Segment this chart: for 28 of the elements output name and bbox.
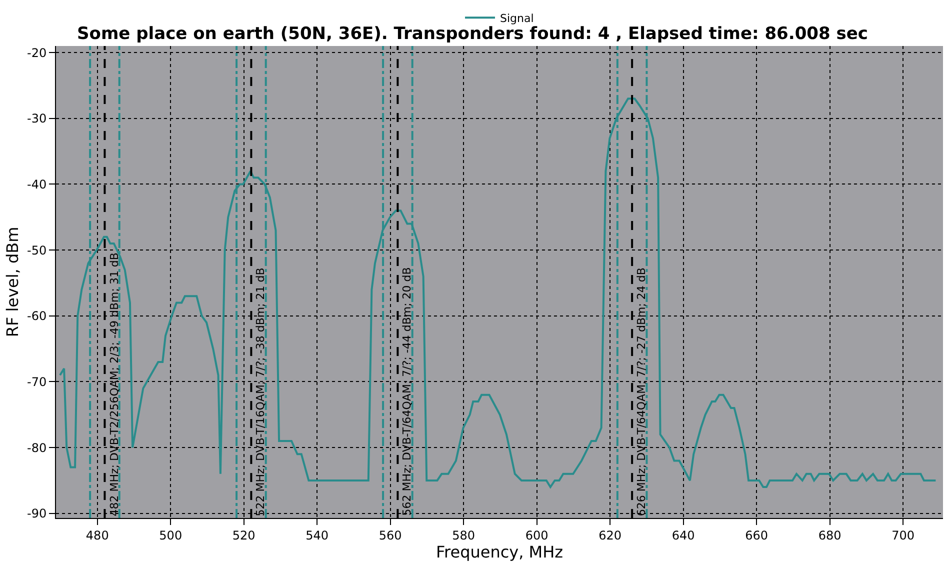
x-tick-label: 640 bbox=[672, 528, 695, 542]
y-axis-title: RF level, dBm bbox=[2, 226, 22, 338]
x-tick-label: 520 bbox=[232, 528, 256, 542]
x-tick-label: 480 bbox=[86, 528, 109, 542]
x-tick-label: 700 bbox=[892, 528, 915, 542]
y-tick-label: -40 bbox=[26, 177, 47, 192]
legend-label: Signal bbox=[500, 12, 534, 25]
y-tick-label: -90 bbox=[26, 506, 47, 521]
y-tick-label: -20 bbox=[26, 46, 47, 60]
x-tick-label: 600 bbox=[525, 528, 548, 542]
x-tick-label: 500 bbox=[159, 528, 182, 542]
x-tick-label: 560 bbox=[378, 528, 402, 542]
x-tick-label: 680 bbox=[818, 528, 842, 542]
ref-line-label: 482 MHz; DVB-T2/256QAM; 2/3; -49 dBm; 31 dB bbox=[108, 252, 122, 516]
x-tick-label: 660 bbox=[745, 528, 768, 542]
y-tick-label: -30 bbox=[26, 112, 47, 126]
x-tick-label: 620 bbox=[598, 528, 622, 542]
ref-line-label: 522 MHz; DVB-T/16QAM; 7/?; -38 dBm; 21 dB bbox=[254, 268, 268, 516]
y-tick-label: -50 bbox=[26, 243, 47, 258]
ref-line-label: 626 MHz; DVB-T/64QAM; 7/?; -27 dBm; 24 dB bbox=[635, 268, 648, 516]
y-tick-label: -60 bbox=[26, 309, 47, 324]
y-tick-label: -70 bbox=[26, 374, 47, 389]
y-tick-label: -80 bbox=[26, 440, 47, 455]
x-tick-label: 540 bbox=[306, 528, 329, 542]
chart-title: Some place on earth (50N, 36E). Transponders found: 4 , Elapsed time: 86.008 sec bbox=[77, 24, 868, 44]
x-axis-title: Frequency, MHz bbox=[436, 542, 564, 562]
ref-line-label: 562 MHz; DVB-T/64QAM; 7/?; -44 dBm; 20 dB bbox=[400, 267, 414, 516]
x-tick-label: 580 bbox=[452, 528, 476, 542]
